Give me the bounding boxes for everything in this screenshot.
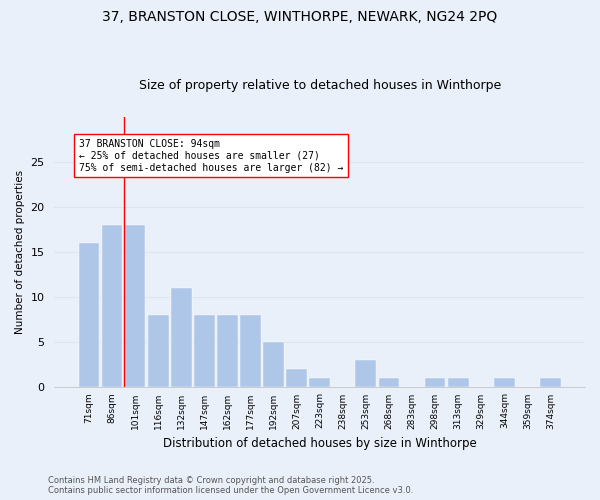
Bar bbox=[194, 316, 215, 388]
Bar bbox=[286, 370, 307, 388]
Y-axis label: Number of detached properties: Number of detached properties bbox=[15, 170, 25, 334]
Bar bbox=[217, 316, 238, 388]
Bar bbox=[79, 243, 99, 388]
Title: Size of property relative to detached houses in Winthorpe: Size of property relative to detached ho… bbox=[139, 79, 501, 92]
Bar bbox=[355, 360, 376, 388]
Bar bbox=[310, 378, 330, 388]
Bar bbox=[494, 378, 515, 388]
Text: Contains HM Land Registry data © Crown copyright and database right 2025.
Contai: Contains HM Land Registry data © Crown c… bbox=[48, 476, 413, 495]
Bar bbox=[171, 288, 191, 388]
Text: 37, BRANSTON CLOSE, WINTHORPE, NEWARK, NG24 2PQ: 37, BRANSTON CLOSE, WINTHORPE, NEWARK, N… bbox=[103, 10, 497, 24]
Bar bbox=[425, 378, 445, 388]
Bar bbox=[125, 225, 145, 388]
Bar bbox=[379, 378, 400, 388]
Text: 37 BRANSTON CLOSE: 94sqm
← 25% of detached houses are smaller (27)
75% of semi-d: 37 BRANSTON CLOSE: 94sqm ← 25% of detach… bbox=[79, 140, 343, 172]
X-axis label: Distribution of detached houses by size in Winthorpe: Distribution of detached houses by size … bbox=[163, 437, 476, 450]
Bar bbox=[240, 316, 261, 388]
Bar bbox=[101, 225, 122, 388]
Bar bbox=[448, 378, 469, 388]
Bar bbox=[540, 378, 561, 388]
Bar bbox=[148, 316, 169, 388]
Bar bbox=[263, 342, 284, 388]
